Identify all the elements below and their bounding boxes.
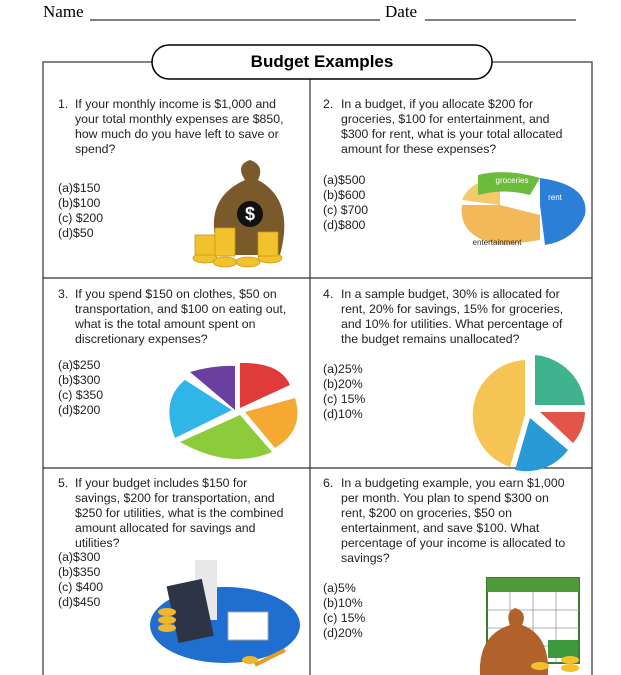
answer-option: (b)$350 xyxy=(58,565,101,579)
answer-option: (c) 15% xyxy=(323,611,366,625)
question-text: If your budget includes $150 for savings… xyxy=(75,476,284,550)
bag-symbol: $ xyxy=(245,204,255,224)
answer-option: (a)$300 xyxy=(58,550,101,564)
pie-label: rent xyxy=(548,193,563,202)
pie-illustration xyxy=(461,172,586,245)
title: Budget Examples xyxy=(250,52,394,71)
answer-option: (c) $350 xyxy=(58,388,104,402)
question-text: In a budget, if you allocate $200 for gr… xyxy=(341,97,563,156)
coins xyxy=(192,227,283,268)
answer-option: (c) $200 xyxy=(58,211,104,225)
answer-option: (c) $700 xyxy=(323,203,369,217)
bag-badge xyxy=(237,201,263,227)
date-label: Date xyxy=(385,2,418,21)
answer-option: (d)10% xyxy=(323,407,363,421)
question-number: 1. xyxy=(58,97,69,111)
title-pill xyxy=(151,44,493,80)
answer-option: (b)$300 xyxy=(58,373,101,387)
answer-option: (c) 15% xyxy=(323,392,366,406)
question-number: 4. xyxy=(323,287,334,301)
question-text: If your monthly income is $1,000 and you… xyxy=(75,97,284,156)
question-number: 6. xyxy=(323,476,334,490)
name-label: Name xyxy=(43,2,84,21)
answer-option: (a)$150 xyxy=(58,181,101,195)
question-number: 3. xyxy=(58,287,69,301)
question-number: 2. xyxy=(323,97,334,111)
answer-option: (d)$800 xyxy=(323,218,366,232)
calendar-illustration xyxy=(479,577,580,675)
answer-option: (b)10% xyxy=(323,596,363,610)
question-text: In a budgeting example, you earn $1,000 … xyxy=(341,476,566,565)
finance-illustration xyxy=(150,560,300,667)
answer-option: (b)20% xyxy=(323,377,363,391)
pie-illustration xyxy=(169,362,298,460)
question-text: If you spend $150 on clothes, $50 on tra… xyxy=(75,287,287,346)
answer-option: (d)$200 xyxy=(58,403,101,417)
pie-label: groceries xyxy=(496,176,529,185)
question-text: In a sample budget, 30% is allocated for… xyxy=(341,287,564,346)
answer-option: (a)$250 xyxy=(58,358,101,372)
answer-option: (c) $400 xyxy=(58,580,104,594)
answer-option: (b)$100 xyxy=(58,196,101,210)
answer-option: (d)$50 xyxy=(58,226,94,240)
answer-option: (b)$600 xyxy=(323,188,366,202)
question-number: 5. xyxy=(58,476,69,490)
answer-option: (a)5% xyxy=(323,581,356,595)
pie-label: entertainment xyxy=(473,238,523,247)
answer-option: (a)25% xyxy=(323,362,363,376)
pie-illustration xyxy=(472,355,585,472)
answer-option: (a)$500 xyxy=(323,173,366,187)
answer-option: (d)20% xyxy=(323,626,363,640)
answer-option: (d)$450 xyxy=(58,595,101,609)
